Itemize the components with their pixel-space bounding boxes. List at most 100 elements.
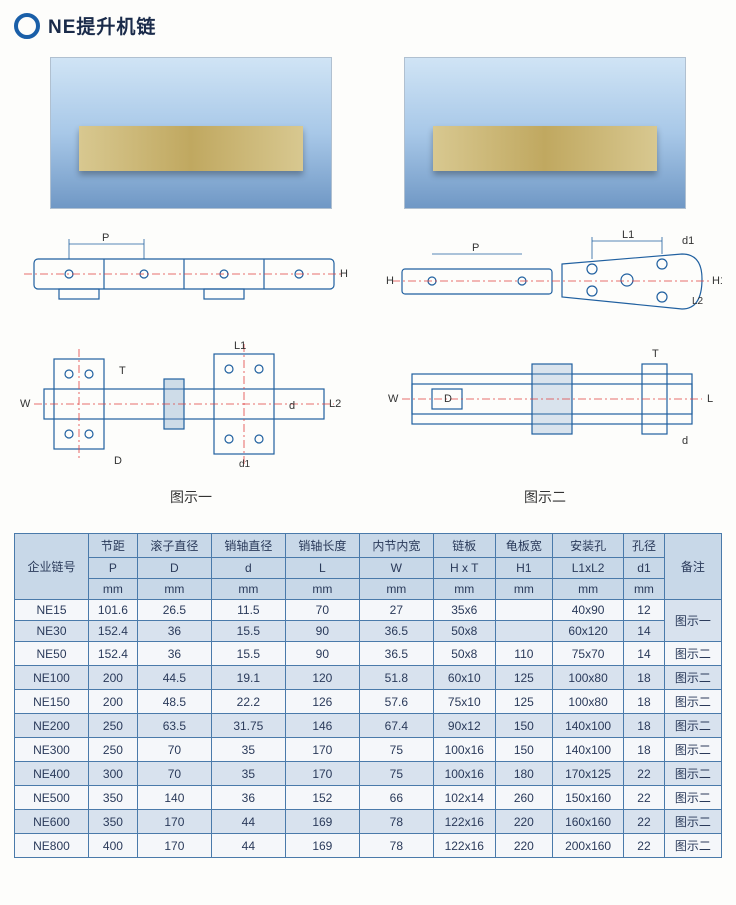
diagram-2-top: L1 d1 P H L2 H1 [382,229,722,329]
product-photo-row [14,57,722,209]
table-cell [495,600,552,621]
table-cell: 78 [359,834,433,858]
svg-text:D: D [114,455,122,467]
table-cell: 44 [211,834,285,858]
spec-table-head: 企业链号节距滚子直径销轴直径销轴长度内节内宽链板龟板宽安装孔孔径备注PDdLWH… [15,534,722,600]
table-cell [495,621,552,642]
table-header-cell: mm [359,579,433,600]
table-cell: 66 [359,786,433,810]
table-cell: 35x6 [433,600,495,621]
svg-text:D: D [444,393,452,405]
table-cell: 36 [137,642,211,666]
table-cell: 36.5 [359,642,433,666]
table-row: NE6003501704416978122x16220160x16022图示二 [15,810,722,834]
table-cell: 125 [495,666,552,690]
table-cell: 18 [624,714,664,738]
svg-text:P: P [102,232,109,244]
diagram-row-bottom: L1 W D d1 d L2 T W D L d T [14,339,722,469]
table-cell: 22 [624,786,664,810]
table-cell: 90 [285,621,359,642]
table-row: NE20025063.531.7514667.490x12150140x1001… [15,714,722,738]
table-cell: 90 [285,642,359,666]
table-note-cell: 图示二 [664,786,721,810]
table-cell: 15.5 [211,642,285,666]
table-cell: 26.5 [137,600,211,621]
table-note-cell: 图示二 [664,690,721,714]
table-cell: 18 [624,738,664,762]
table-cell: 169 [285,834,359,858]
table-cell: 400 [88,834,137,858]
table-header-cell: mm [433,579,495,600]
table-cell: 170x125 [552,762,623,786]
table-note-cell: 图示二 [664,834,721,858]
table-cell: 146 [285,714,359,738]
table-cell: 100x16 [433,738,495,762]
table-cell: 125 [495,690,552,714]
table-cell: 102x14 [433,786,495,810]
table-cell: 50x8 [433,642,495,666]
table-cell: 250 [88,738,137,762]
table-cell: 35 [211,738,285,762]
table-cell: 22 [624,762,664,786]
table-cell: 350 [88,786,137,810]
table-row: NE300250703517075100x16150140x10018图示二 [15,738,722,762]
svg-text:P: P [472,242,479,254]
table-cell: NE100 [15,666,89,690]
table-cell: 126 [285,690,359,714]
table-cell: 122x16 [433,834,495,858]
table-cell: 14 [624,642,664,666]
table-cell: 90x12 [433,714,495,738]
table-header-cell: mm [211,579,285,600]
table-cell: 350 [88,810,137,834]
table-cell: 200 [88,666,137,690]
table-header-cell: d1 [624,558,664,579]
table-cell: NE150 [15,690,89,714]
svg-text:L: L [707,393,713,405]
table-header-cell: L [285,558,359,579]
table-cell: 170 [137,834,211,858]
table-cell: 36.5 [359,621,433,642]
table-cell: 48.5 [137,690,211,714]
table-cell: 15.5 [211,621,285,642]
table-cell: 100x16 [433,762,495,786]
table-header-cell: 节距 [88,534,137,558]
table-cell: 63.5 [137,714,211,738]
table-header-cell: 企业链号 [15,534,89,600]
table-note-cell: 图示二 [664,810,721,834]
table-cell: NE50 [15,642,89,666]
table-header-cell: d [211,558,285,579]
table-cell: 31.75 [211,714,285,738]
table-cell: NE600 [15,810,89,834]
table-cell: 152 [285,786,359,810]
table-note-cell: 图示二 [664,738,721,762]
table-cell: 122x16 [433,810,495,834]
table-cell: 169 [285,810,359,834]
table-cell: NE30 [15,621,89,642]
table-cell: 22 [624,810,664,834]
table-cell: NE300 [15,738,89,762]
table-cell: 120 [285,666,359,690]
table-cell: 12 [624,600,664,621]
table-header-cell: P [88,558,137,579]
svg-text:d1: d1 [682,235,694,247]
svg-text:W: W [20,398,31,410]
table-cell: 152.4 [88,642,137,666]
table-cell: 75x10 [433,690,495,714]
table-cell: 220 [495,810,552,834]
svg-text:d: d [289,400,295,412]
table-cell: 44 [211,810,285,834]
table-cell: 18 [624,666,664,690]
product-photo-1 [50,57,332,209]
table-cell: 75 [359,762,433,786]
table-row: NE8004001704416978122x16220200x16022图示二 [15,834,722,858]
table-cell: 44.5 [137,666,211,690]
table-header-cell: mm [88,579,137,600]
svg-text:L2: L2 [692,296,704,307]
table-cell: 57.6 [359,690,433,714]
table-cell: 140 [137,786,211,810]
table-cell: 27 [359,600,433,621]
table-cell: 300 [88,762,137,786]
svg-text:L2: L2 [329,398,341,410]
table-cell: 11.5 [211,600,285,621]
table-cell: 200 [88,690,137,714]
